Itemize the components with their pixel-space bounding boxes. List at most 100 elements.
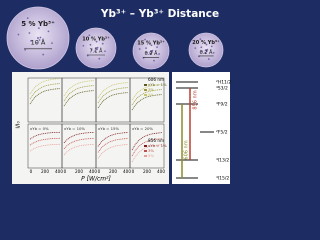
legend-wavelength: 606 nm — [148, 77, 164, 82]
level-label: ²F5/2 — [216, 130, 228, 136]
ion-dot — [88, 34, 91, 37]
level-label: ²H11/2 — [216, 80, 231, 86]
level-label: ⁴I15/2 — [216, 176, 229, 182]
curve — [97, 138, 129, 153]
ion-dot — [96, 46, 99, 49]
x-tick-label: 200 — [75, 169, 83, 174]
x-tick-label: 400 — [55, 169, 63, 174]
x-tick-label: 200 — [143, 169, 151, 174]
ion-dot — [146, 51, 148, 54]
ion-dot — [89, 43, 92, 46]
curve — [29, 78, 61, 95]
subplot-frame — [129, 123, 165, 169]
curve — [29, 131, 61, 140]
curve — [97, 132, 129, 147]
ion-dot — [199, 38, 202, 41]
transition-label: 856 nm — [193, 90, 199, 109]
ion-dot — [82, 44, 85, 47]
ion-dot — [96, 48, 98, 51]
panel-label: xYb = 20% — [132, 126, 153, 131]
subplot-frame — [129, 77, 165, 123]
x-tick-label: 400 — [89, 169, 97, 174]
ion-dot — [138, 48, 141, 50]
ion-dot — [51, 42, 53, 45]
curve — [63, 132, 95, 144]
ion-dot — [94, 50, 97, 52]
ion-dot — [42, 53, 45, 56]
x-tick-label: 0 — [30, 169, 33, 174]
ion-dot — [144, 38, 146, 41]
distance: 10 Å — [31, 38, 46, 47]
ion-dot — [98, 57, 101, 60]
panel-label: xYb = 10% — [64, 126, 85, 131]
ion-dot — [205, 43, 208, 46]
transition-label: 606 nm — [184, 140, 190, 159]
ion-dot — [101, 42, 104, 45]
ion-dot — [95, 47, 97, 49]
ion-dot — [158, 53, 161, 55]
legend-entry: xYb = 1% — [148, 82, 167, 87]
ion-dot — [90, 48, 93, 51]
curve — [63, 144, 95, 156]
ion-dot — [30, 39, 33, 42]
distance: 6.2 Å — [200, 49, 214, 56]
curve — [97, 87, 129, 104]
level-label: ⁴F9/2 — [216, 102, 228, 108]
ion-dot — [210, 45, 213, 48]
legend-swatch — [144, 155, 147, 157]
legend-entry: 5% — [148, 153, 154, 158]
concentration: 10 % Yb³⁺ — [82, 37, 110, 43]
level-label: ⁴I13/2 — [216, 158, 229, 164]
ion-dot — [38, 39, 41, 41]
ion-dot — [150, 44, 153, 47]
legend-swatch — [144, 145, 147, 147]
curve — [131, 144, 163, 163]
y-axis-label: I/I₀ — [16, 121, 22, 129]
plot-panel — [12, 72, 169, 184]
legend-swatch — [144, 94, 147, 96]
ion-dot — [26, 17, 29, 20]
curve — [29, 143, 61, 152]
x-tick-label: 0 — [64, 169, 67, 174]
ion-dot — [35, 41, 38, 44]
concentration: 15 % Yb³⁺ — [137, 40, 165, 46]
title: Yb³⁺ – Yb³⁺ Distance — [100, 8, 219, 20]
legend-entry: xYb = 1% — [148, 143, 167, 148]
page: {"title": "Yb³⁺ – Yb³⁺ Distance", "circl… — [6, 6, 232, 184]
ion-dot — [194, 47, 197, 50]
concentration: 5 % Yb³⁺ — [21, 20, 55, 28]
ion-dot — [39, 36, 42, 39]
legend-entry: 3% — [148, 148, 154, 153]
curve — [29, 137, 61, 146]
curve — [131, 138, 163, 157]
ion-dot — [95, 40, 98, 43]
ion-dot — [201, 50, 204, 53]
ion-dot — [207, 58, 210, 60]
distance: 6.9 Å — [145, 50, 159, 57]
legend-entry: 5% — [148, 92, 154, 97]
curve — [63, 90, 95, 107]
legend-swatch — [144, 89, 147, 91]
x-tick-label: 0 — [98, 169, 101, 174]
curve — [131, 84, 163, 101]
curve — [131, 89, 163, 106]
x-axis-label: P [W/cm²] — [81, 176, 111, 183]
ion-dot — [151, 49, 154, 52]
legend-swatch — [144, 84, 147, 86]
x-tick-label: 200 — [109, 169, 117, 174]
ion-dot — [47, 30, 50, 33]
ion-dot — [37, 27, 40, 30]
curve — [63, 85, 95, 102]
curve — [131, 132, 163, 151]
ion-dot — [204, 51, 207, 54]
ion-dot — [145, 47, 147, 50]
curve — [63, 138, 95, 150]
distance: 7.1 Å — [90, 48, 104, 55]
ion-dot — [156, 46, 158, 49]
panel-label: xYb = 15% — [98, 126, 119, 131]
ion-dot — [149, 52, 152, 55]
legend-swatch — [144, 150, 147, 152]
x-tick-label: 400 — [123, 169, 131, 174]
ion-dot — [24, 48, 27, 51]
